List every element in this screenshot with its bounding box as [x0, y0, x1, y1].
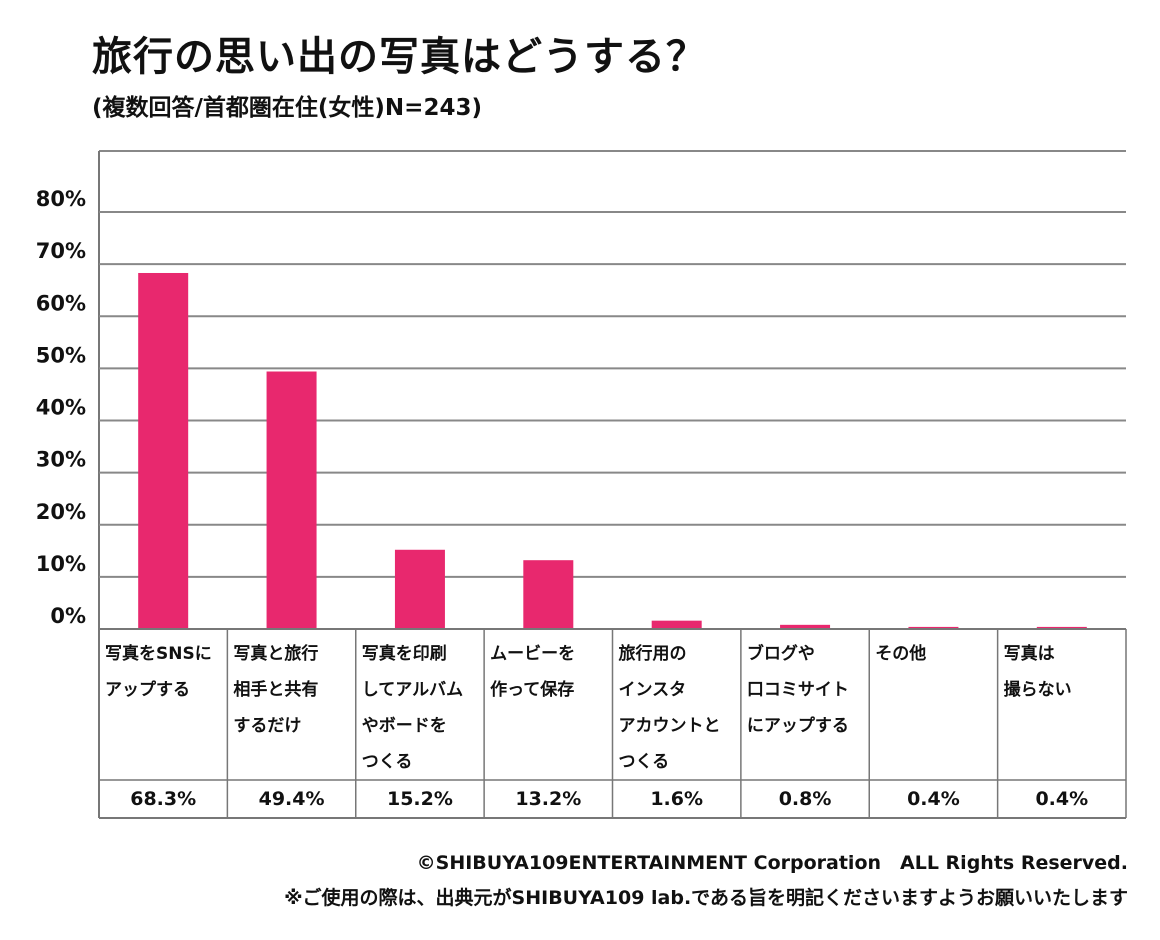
y-tick-label: 20%	[36, 500, 86, 524]
usage-note: ※ご使用の際は、出典元がSHIBUYA109 lab.である旨を明記くださいます…	[284, 887, 1128, 909]
value-label: 0.4%	[907, 788, 960, 810]
category-label: 写真をSNSに アップする	[105, 644, 212, 700]
value-label: 13.2%	[515, 788, 582, 810]
bar	[651, 620, 702, 629]
y-tick-label: 80%	[36, 187, 86, 211]
category-label: 写真と旅行 相手と共有 するだけ	[233, 644, 319, 736]
chart-subtitle: (複数回答/首都圏在住(女性)N=243)	[92, 95, 482, 121]
value-label: 15.2%	[386, 788, 453, 810]
category-label: ムービーを 作って保存	[490, 644, 576, 700]
value-label: 1.6%	[650, 788, 704, 810]
value-label: 68.3%	[130, 788, 197, 810]
bar	[523, 560, 574, 629]
value-label: 0.4%	[1035, 788, 1089, 810]
value-label: 0.8%	[778, 788, 832, 810]
category-label: ブログや 口コミサイト にアップする	[746, 644, 849, 736]
y-tick-label: 60%	[36, 291, 86, 315]
bar	[1036, 626, 1087, 629]
category-label: 写真を印刷 してアルバム やボードを つくる	[361, 644, 464, 772]
bar	[908, 626, 959, 629]
copyright-text: ©SHIBUYA109ENTERTAINMENT Corporation ALL…	[416, 852, 1128, 874]
y-tick-label: 0%	[50, 604, 86, 628]
y-tick-label: 40%	[36, 396, 86, 420]
y-tick-label: 50%	[36, 343, 86, 367]
chart-title: 旅行の思い出の写真はどうする？	[92, 34, 707, 80]
bar	[394, 549, 445, 629]
bar	[266, 371, 317, 629]
y-tick-label: 10%	[36, 552, 86, 576]
y-tick-label: 70%	[36, 239, 86, 263]
value-label: 49.4%	[258, 788, 325, 810]
y-tick-label: 30%	[36, 448, 86, 472]
category-label: 旅行用の インスタ アカウントと つくる	[618, 644, 721, 772]
bar	[138, 272, 189, 629]
category-label: 写真は 撮らない	[1003, 644, 1072, 700]
bar	[780, 624, 831, 629]
category-label: その他	[875, 644, 927, 664]
